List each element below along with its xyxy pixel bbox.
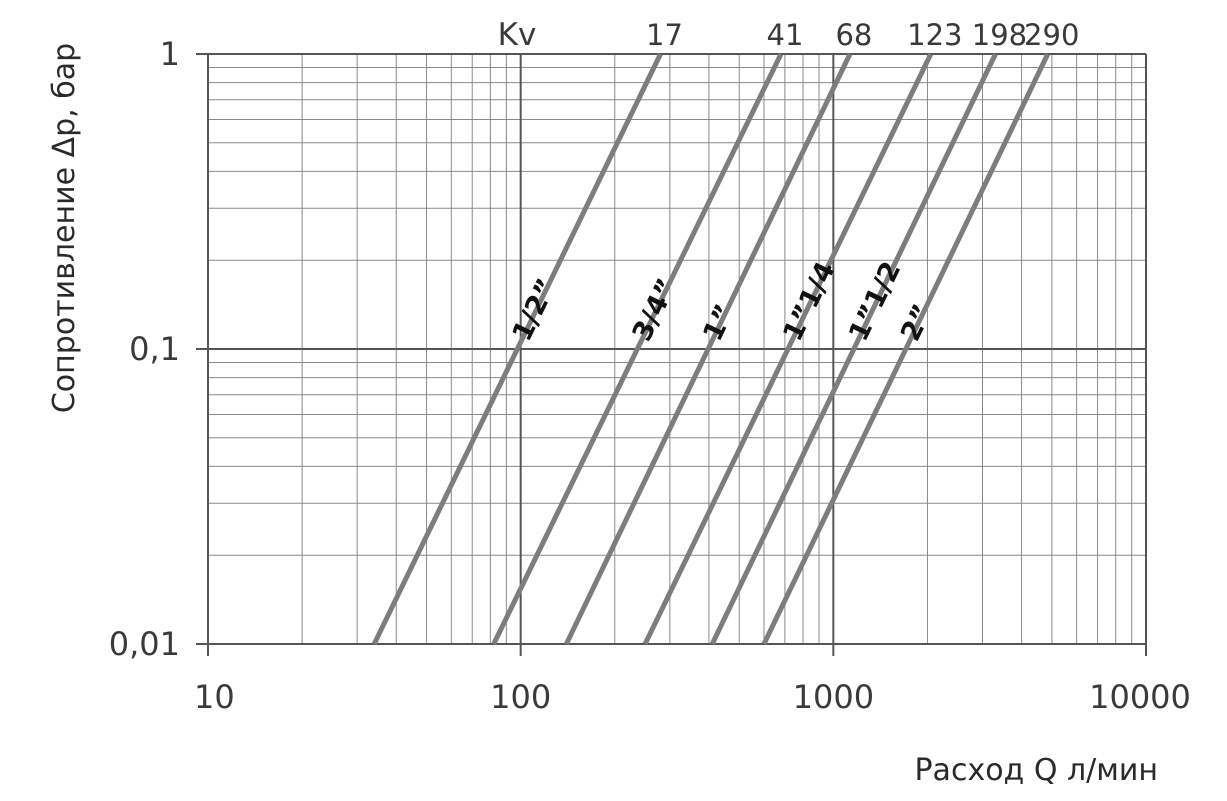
kv-label: 17 [646, 18, 683, 52]
series-line [491, 52, 784, 646]
series-name-label: 1” [697, 300, 741, 346]
grid [196, 53, 1147, 656]
kv-header: Kv [498, 17, 537, 53]
kv-label: 68 [835, 18, 872, 52]
y-tick-label: 0,1 [129, 330, 180, 368]
x-axis-title: Расход Q л/мин [914, 753, 1158, 788]
x-tick-label: 10 [194, 678, 235, 716]
x-tick-label: 100 [490, 678, 551, 716]
kv-label: 41 [767, 18, 804, 52]
y-tick-label: 1 [160, 35, 180, 73]
tick-labels: 10 100 1000 10000 0,01 0,1 1 [109, 35, 1191, 716]
kv-label: 123 [907, 18, 962, 52]
series-name-label: 1”1/4 [777, 257, 841, 346]
series-line [761, 52, 1050, 646]
x-tick-label: 1000 [793, 678, 874, 716]
series-line [710, 52, 998, 646]
y-tick-label: 0,01 [109, 625, 180, 663]
series-name-label: 2” [895, 300, 939, 346]
x-tick-label: 10000 [1089, 678, 1191, 716]
y-axis-title: Сопротивление Δp, бар [47, 43, 82, 413]
series-line [564, 52, 853, 646]
series-lines [371, 52, 1050, 646]
series-line [371, 52, 663, 646]
series-name-label: 1/2” [507, 274, 563, 346]
series-labels: 1/2” 3/4” 1” 1”1/4 1”1/22” [507, 257, 939, 346]
kv-label: 290 [1024, 18, 1079, 52]
series-name-label: 3/4” [627, 274, 683, 346]
kv-label: 198 [972, 18, 1027, 52]
series-line [642, 52, 934, 646]
